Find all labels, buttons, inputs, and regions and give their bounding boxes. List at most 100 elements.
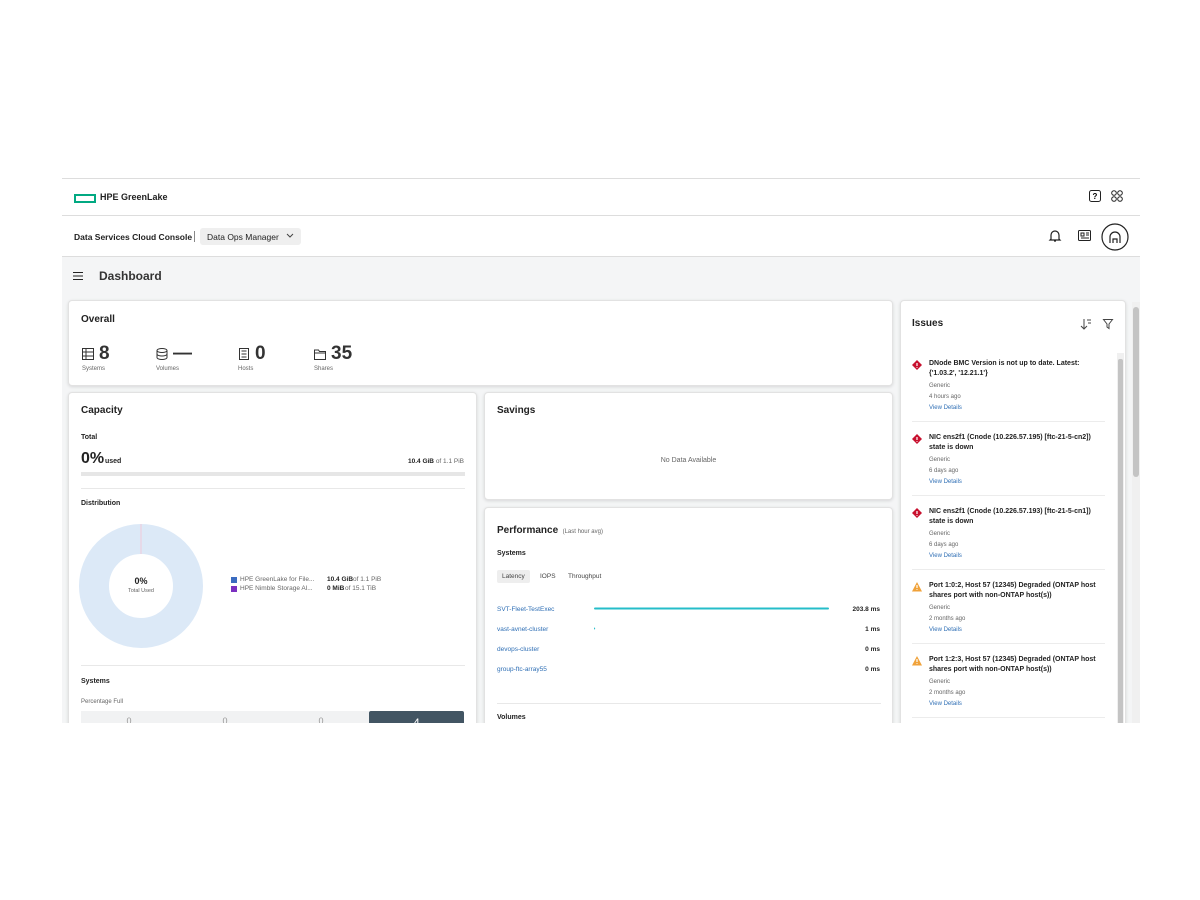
- savings-card: Savings No Data Available: [484, 392, 893, 500]
- capacity-amount: 10.4 GiB of 1.1 PiB: [408, 458, 464, 465]
- legend-name: HPE GreenLake for File...: [240, 576, 315, 583]
- separator: [194, 231, 195, 242]
- news-icon[interactable]: [1078, 230, 1091, 241]
- app-frame: HPE GreenLake ? Data Services Cloud Cons…: [62, 178, 1140, 723]
- stat-icon: [82, 348, 94, 360]
- legend-amount: 0 MiB: [327, 585, 345, 592]
- issue-category: Generic: [929, 605, 951, 611]
- page-title: Dashboard: [99, 269, 162, 283]
- systems-bar: 0: [273, 711, 369, 723]
- divider: [497, 703, 881, 704]
- stat-label: Shares: [314, 366, 334, 372]
- issue-category: Generic: [929, 457, 951, 463]
- app-dropdown[interactable]: Data Ops Manager: [200, 228, 301, 245]
- system-link[interactable]: group-ftc-array55: [497, 666, 547, 673]
- scrollbar-thumb[interactable]: [1118, 359, 1123, 723]
- tab[interactable]: Latency: [497, 570, 530, 583]
- divider: [912, 421, 1105, 422]
- issue-title: Port 1:0:2, Host 57 (12345) Degraded (ON…: [929, 582, 1096, 599]
- divider: [912, 495, 1105, 496]
- overall-card: Overall 8 Systems — Volumes 0 Hosts 35 Shares: [68, 300, 893, 386]
- severity-icon: [912, 582, 922, 592]
- sort-icon[interactable]: [1080, 319, 1091, 330]
- help-icon[interactable]: ?: [1089, 190, 1101, 202]
- issue-category: Generic: [929, 383, 951, 389]
- card-heading: Performance (Last hour avg): [497, 520, 603, 538]
- issue-link[interactable]: View Details: [929, 627, 962, 633]
- total-label: Total: [81, 434, 98, 441]
- systems-bar-label: 0: [318, 716, 324, 723]
- chevron-icon: [286, 233, 294, 238]
- card-title: Performance: [497, 525, 559, 536]
- latency-value: 0 ms: [865, 646, 880, 653]
- amount: 10.4 GiB: [407, 458, 434, 465]
- user-avatar[interactable]: [1101, 223, 1129, 251]
- latency-bar: [594, 607, 829, 610]
- severity-icon: [912, 360, 922, 370]
- stat-label: Systems: [82, 366, 106, 372]
- menu-icon[interactable]: [73, 272, 83, 280]
- latency-bar-canvas: [594, 627, 596, 630]
- icon-shape: [156, 348, 168, 360]
- latency-value: 0 ms: [865, 666, 880, 673]
- latency-value: 1 ms: [865, 626, 880, 633]
- latency-bar: [594, 627, 596, 630]
- issue-time: 2 months ago: [929, 616, 966, 622]
- divider: [62, 215, 1140, 216]
- latency-bar-canvas: [594, 647, 829, 651]
- tab[interactable]: Throughput: [568, 573, 602, 580]
- severity-icon: [912, 508, 922, 518]
- issue-link[interactable]: View Details: [929, 405, 962, 411]
- divider: [912, 569, 1105, 570]
- stat-value: —: [173, 343, 192, 364]
- system-link[interactable]: SVT-Fleet-TestExec: [497, 606, 555, 613]
- issue-link[interactable]: View Details: [929, 701, 962, 707]
- severity-icon: [912, 656, 922, 666]
- issue-time: 6 days ago: [929, 468, 959, 474]
- section-title: Distribution: [81, 500, 121, 507]
- systems-bar-label: 0: [222, 716, 228, 723]
- bell-icon[interactable]: [1048, 229, 1062, 243]
- section-subtitle: Percentage Full: [81, 699, 124, 705]
- brand-name[interactable]: HPE GreenLake: [100, 192, 168, 202]
- issue-time: 4 hours ago: [929, 394, 961, 400]
- section-title: Volumes: [497, 714, 526, 721]
- tab[interactable]: IOPS: [540, 573, 556, 580]
- brand-logo: [74, 194, 96, 203]
- page-scrollbar-thumb[interactable]: [1133, 307, 1139, 477]
- legend-swatch: [231, 586, 237, 592]
- of-total: of 1.1 PiB: [435, 458, 464, 465]
- legend-swatch: [231, 577, 237, 583]
- stat-icon: [314, 349, 326, 360]
- progress-bar: [81, 472, 465, 476]
- stat-value: 35: [331, 343, 353, 364]
- system-link[interactable]: vast-avnet-cluster: [497, 626, 549, 633]
- stat-label: Volumes: [156, 366, 180, 372]
- issue-category: Generic: [929, 531, 951, 537]
- issue-link[interactable]: View Details: [929, 479, 962, 485]
- icon-shape: [239, 348, 249, 360]
- system-link[interactable]: devops-cluster: [497, 646, 540, 653]
- issue-title: NIC ens2f1 (Cnode (10.226.57.193) [ftc-2…: [929, 508, 1091, 525]
- apps-icon[interactable]: [1111, 190, 1123, 202]
- issue-title: DNode BMC Version is not up to date. Lat…: [929, 360, 1080, 377]
- performance-card: Performance (Last hour avg) Systems Late…: [484, 507, 893, 723]
- donut: [79, 524, 203, 648]
- systems-bar: 0: [177, 711, 273, 723]
- filter-icon[interactable]: [1102, 319, 1114, 330]
- empty-message: No Data Available: [660, 457, 717, 464]
- app-name: Data Ops Manager: [207, 232, 279, 242]
- stat-icon: [156, 348, 168, 360]
- systems-bar-label: 4: [413, 716, 420, 723]
- legend-of-total: of 1.1 PiB: [353, 576, 382, 583]
- donut-value: 0%: [134, 576, 148, 586]
- issue-link[interactable]: View Details: [929, 553, 962, 559]
- systems-bar: 0: [81, 711, 177, 723]
- divider: [81, 665, 465, 666]
- latency-bar-canvas: [594, 607, 829, 610]
- used-label: used: [105, 458, 122, 465]
- issues-panel: Issues DNode BMC Version is not up to da…: [900, 300, 1126, 723]
- legend-of-total: of 15.1 TiB: [345, 585, 377, 592]
- card-title: Issues: [912, 318, 944, 329]
- console-name: Data Services Cloud Console: [74, 232, 193, 242]
